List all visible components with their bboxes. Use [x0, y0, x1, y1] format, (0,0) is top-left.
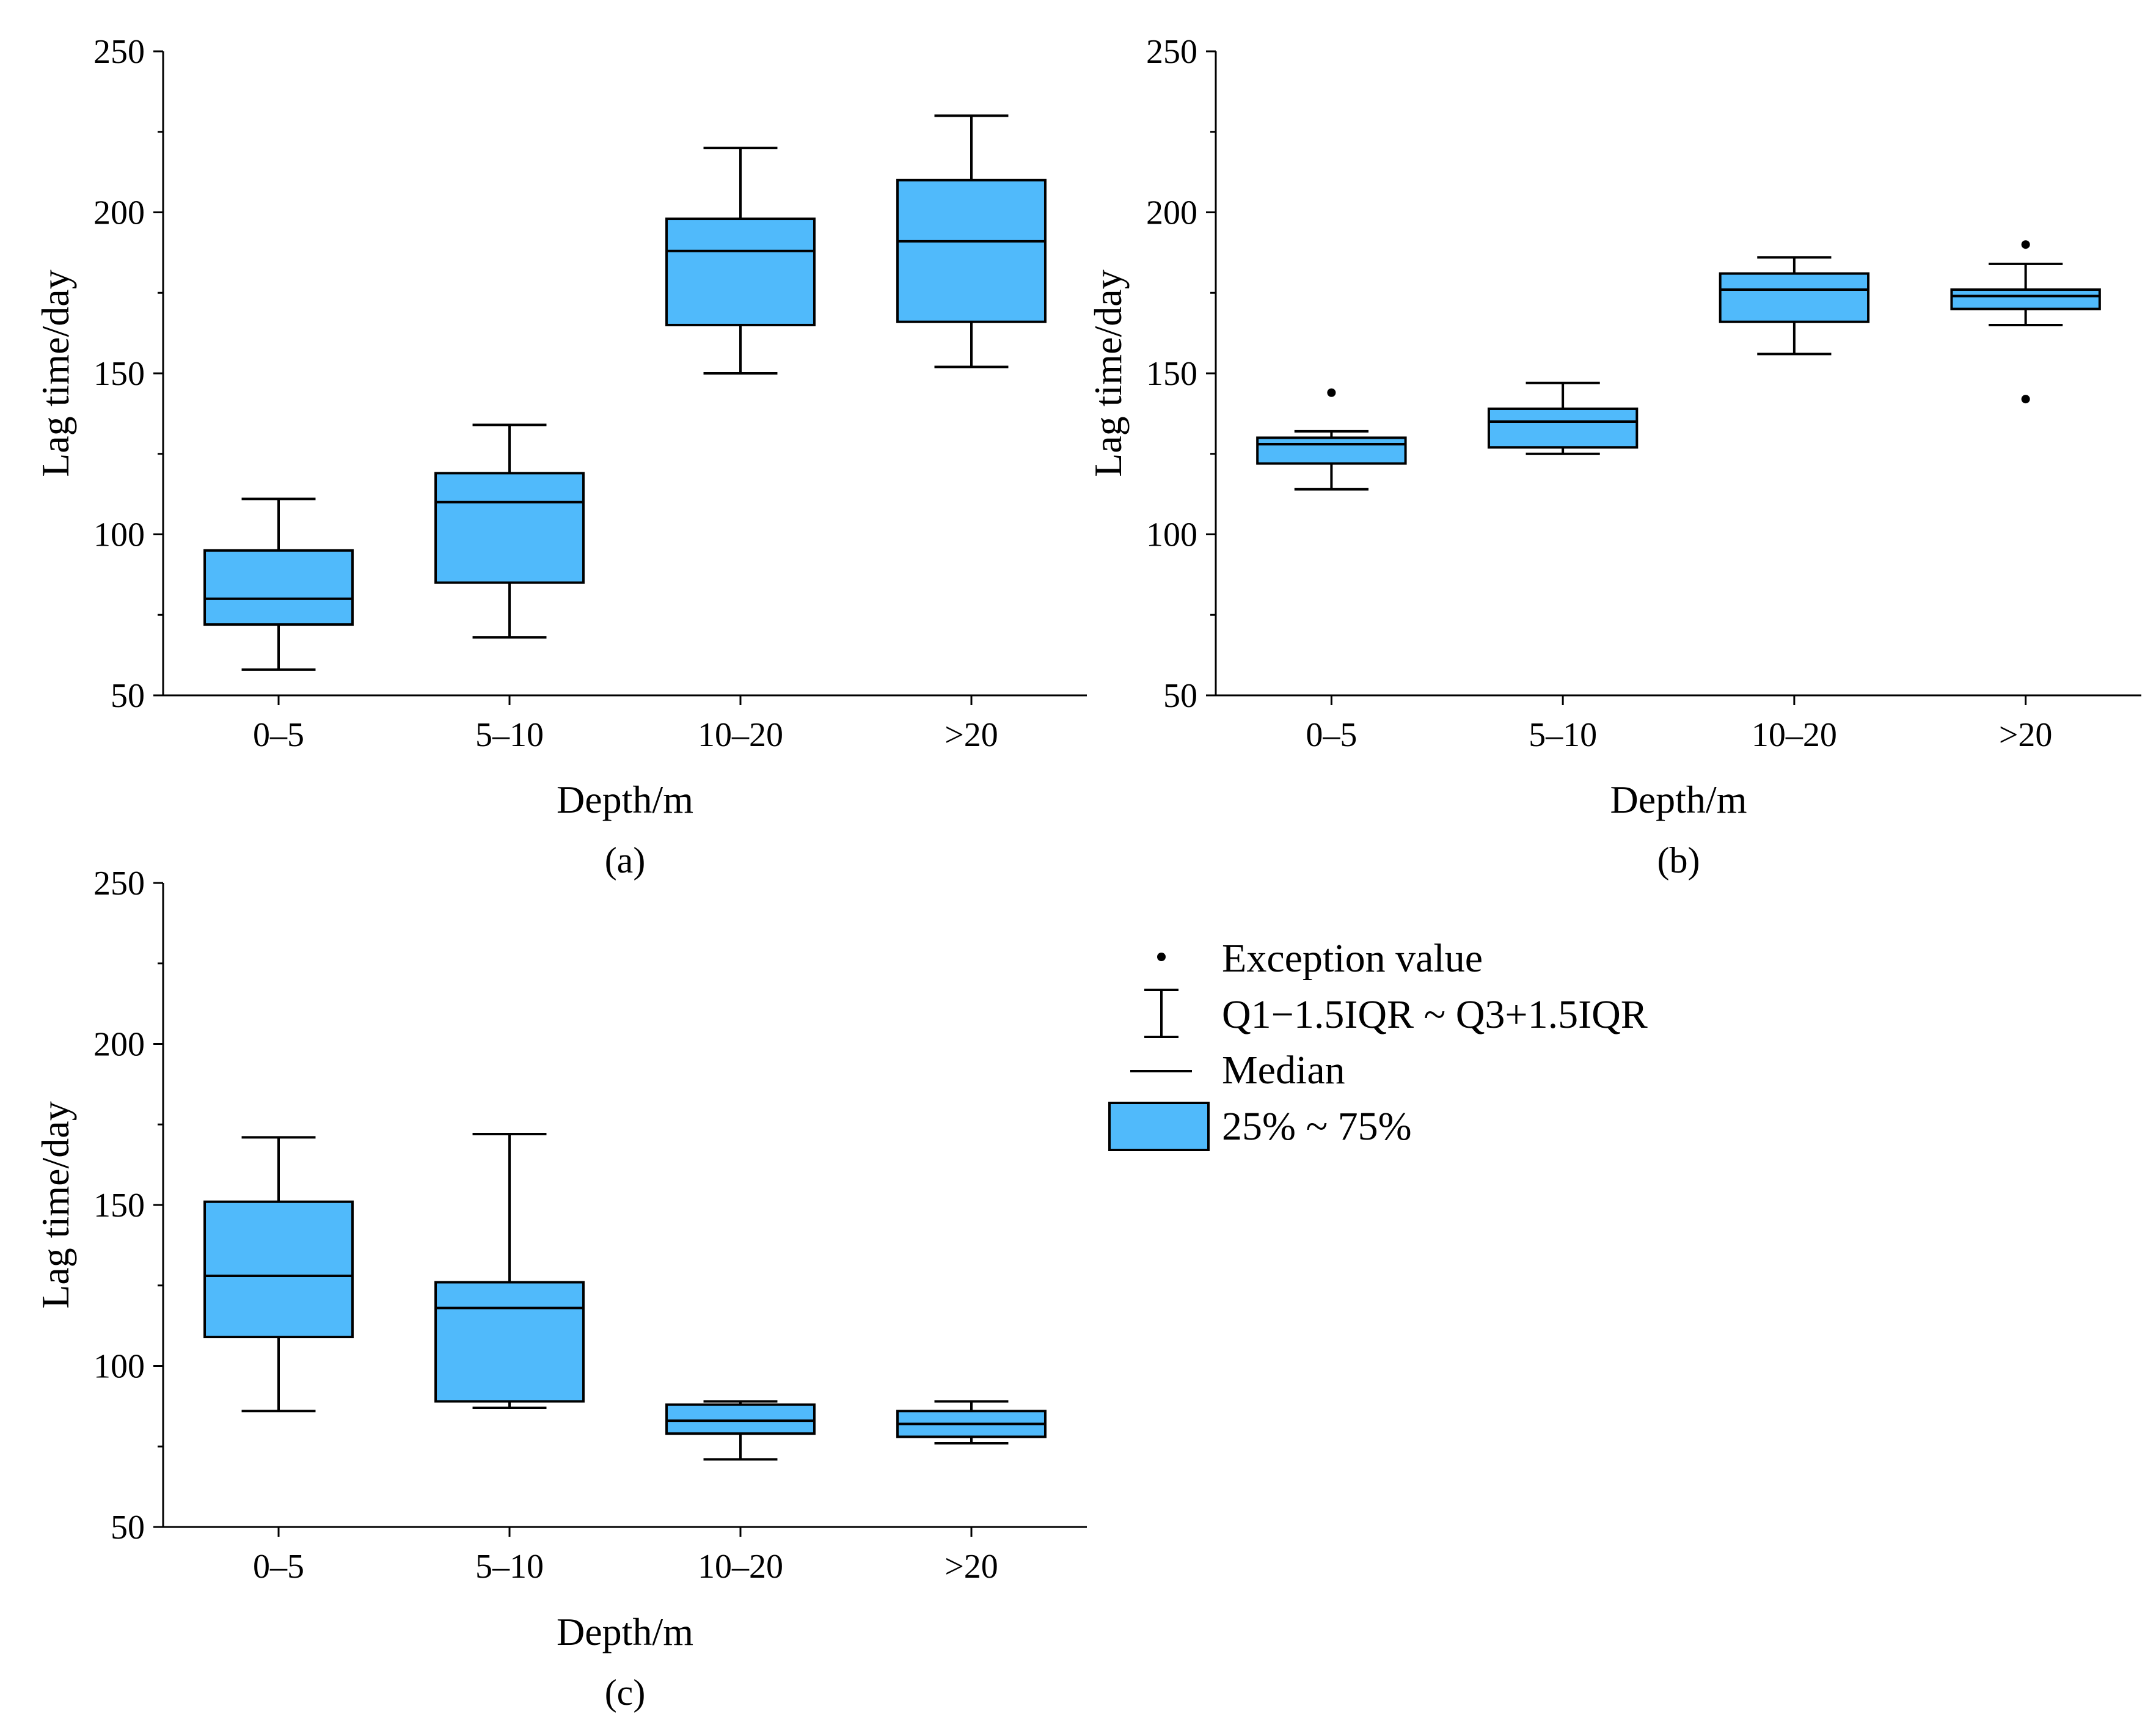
box-group — [434, 1133, 585, 1410]
x-tick-label: 0–5 — [1306, 716, 1357, 754]
legend: Exception value Q1−1.5IQR ~ Q3+1.5IQR Me… — [1108, 936, 1648, 1151]
y-axis-title: Lag time/day — [1086, 269, 1130, 477]
y-axis-title: Lag time/day — [34, 269, 77, 477]
y-tick-label: 150 — [93, 1187, 145, 1225]
outlier-point — [2021, 395, 2030, 404]
chart-panel: 50 100 150 200 250 0–5 5–10 10–20 >20 Depth/m Lag … — [1086, 33, 2141, 880]
x-tick-label: 5–10 — [475, 716, 544, 754]
x-tick-label: >20 — [945, 1548, 998, 1586]
y-tick-label: 250 — [1146, 33, 1197, 71]
chart-panel: 50 100 150 200 250 0–5 5–10 10–20 >20 Depth/m Lag … — [34, 33, 1087, 880]
box-group — [434, 423, 585, 639]
iqr-box — [896, 178, 1047, 323]
box-group — [665, 1400, 816, 1461]
iqr-box — [434, 472, 585, 584]
whisker-icon — [1144, 989, 1178, 1038]
iqr-box — [665, 1403, 816, 1435]
y-tick-label: 100 — [93, 1348, 145, 1386]
box-group — [1487, 381, 1639, 455]
box-group — [665, 147, 816, 375]
box-group — [1719, 256, 1870, 356]
y-tick-label: 250 — [93, 33, 145, 71]
x-axis-title: Depth/m — [1610, 778, 1747, 821]
x-tick-label: 10–20 — [1752, 716, 1837, 754]
chart-panels: 50 100 150 200 250 0–5 5–10 10–20 >20 Depth/m Lag … — [34, 33, 2141, 1713]
y-tick-label: 150 — [1146, 355, 1197, 393]
box-swatch-icon — [1108, 1102, 1210, 1151]
y-tick-label: 50 — [111, 677, 145, 715]
box-group — [896, 1400, 1047, 1444]
x-tick-label: >20 — [945, 716, 998, 754]
iqr-box — [1719, 272, 1870, 323]
legend-item-whisker: Q1−1.5IQR ~ Q3+1.5IQR — [1144, 989, 1648, 1038]
dot-icon — [1157, 953, 1166, 961]
y-tick-label: 100 — [93, 516, 145, 554]
y-tick-label: 50 — [1163, 677, 1197, 715]
x-tick-label: 5–10 — [475, 1548, 544, 1586]
y-tick-label: 200 — [93, 1026, 145, 1064]
box-group — [896, 114, 1047, 368]
box-group — [1950, 240, 2101, 404]
legend-item-median: Median — [1130, 1048, 1345, 1093]
legend-item-box: 25% ~ 75% — [1108, 1102, 1412, 1151]
iqr-box — [203, 1200, 354, 1339]
y-tick-label: 50 — [111, 1509, 145, 1547]
iqr-box — [1950, 288, 2101, 310]
y-tick-label: 150 — [93, 355, 145, 393]
y-tick-label: 100 — [1146, 516, 1197, 554]
y-tick-label: 250 — [93, 865, 145, 902]
legend-label-box: 25% ~ 75% — [1222, 1104, 1412, 1149]
iqr-box — [203, 549, 354, 626]
box-group — [203, 1136, 354, 1413]
panel-label: (b) — [1657, 840, 1700, 880]
iqr-box — [1487, 407, 1639, 449]
iqr-box — [1256, 436, 1407, 465]
x-tick-label: >20 — [1999, 716, 2053, 754]
chart-panel: 50 100 150 200 250 0–5 5–10 10–20 >20 Depth/m Lag … — [34, 865, 1087, 1713]
y-tick-label: 200 — [1146, 194, 1197, 232]
x-tick-label: 10–20 — [698, 1548, 783, 1586]
outlier-point — [1327, 388, 1336, 397]
x-tick-label: 0–5 — [253, 1548, 304, 1586]
panel-label: (c) — [605, 1672, 646, 1713]
iqr-box — [665, 218, 816, 326]
y-axis-title: Lag time/day — [34, 1101, 77, 1308]
panel-label: (a) — [605, 840, 646, 880]
outlier-point — [2021, 240, 2030, 249]
iqr-box — [434, 1281, 585, 1403]
legend-item-exception: Exception value — [1157, 936, 1483, 981]
box-group — [1256, 388, 1407, 491]
x-axis-title: Depth/m — [557, 1610, 693, 1653]
x-tick-label: 10–20 — [698, 716, 783, 754]
y-tick-label: 200 — [93, 194, 145, 232]
x-axis-title: Depth/m — [557, 778, 693, 821]
x-tick-label: 0–5 — [253, 716, 304, 754]
legend-label-median: Median — [1222, 1048, 1345, 1093]
legend-label-whisker: Q1−1.5IQR ~ Q3+1.5IQR — [1222, 992, 1648, 1037]
legend-label-exception: Exception value — [1222, 936, 1483, 981]
x-tick-label: 5–10 — [1529, 716, 1597, 754]
box-group — [203, 497, 354, 671]
